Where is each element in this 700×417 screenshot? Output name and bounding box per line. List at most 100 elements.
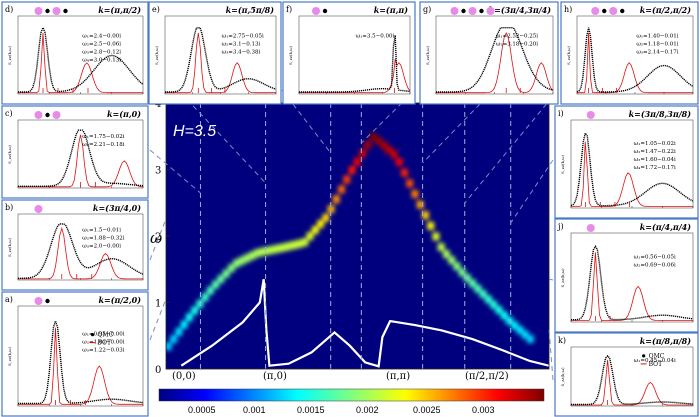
legend-qmc: QMC [649, 353, 665, 360]
panel-tag: g) [423, 5, 431, 14]
ridge-cell [338, 185, 346, 194]
ridge-cell [442, 250, 450, 259]
ridge-cell [238, 256, 246, 265]
ridge-cell [353, 157, 361, 166]
ridge-cell [400, 168, 408, 177]
pole-value: ω₃=1.60−0.04i [634, 157, 676, 163]
marker-dot [450, 7, 459, 15]
marker-dot [486, 7, 495, 15]
pole-value: ω₄=1.72−0.17i [634, 165, 676, 171]
panel-a: a) k=(π/2,0) S_zz(k,ω) ω₁=0.95−0.00i ω₂=1.01… [1, 291, 149, 417]
panel-tag: k) [558, 336, 566, 345]
ridge-cell [322, 213, 330, 222]
panel-ylabel: S_zz(k,ω) [425, 46, 430, 65]
marker-dot [34, 297, 43, 305]
ridge-cell [233, 259, 241, 268]
pole-value: ω₂=2.5−0.06i [82, 42, 121, 48]
ridge-cell [269, 245, 277, 254]
xtick-1: (π,0) [263, 371, 287, 382]
ridge-cell [332, 195, 340, 204]
panel-tag: h) [564, 5, 572, 14]
pole-value: ω₂=3.1−0.13i [222, 42, 261, 48]
ridge-cell [364, 141, 372, 150]
ridge-cell [458, 268, 466, 277]
ytick-label: 1 [155, 299, 161, 310]
cb-tick-2: 0.0015 [297, 405, 325, 415]
ytick-label: 2 [155, 232, 161, 243]
panel-frame [560, 1, 699, 105]
marker-dot [586, 224, 595, 232]
marker-dot [479, 8, 484, 14]
connector-line [149, 298, 167, 341]
legend-qmc-marker [90, 333, 95, 337]
ridge-cell [437, 243, 445, 252]
qmc-curve [571, 245, 694, 321]
qmc-curve [18, 129, 144, 187]
bot-curve [571, 252, 693, 321]
panel-k-label: k=(π,π/2) [98, 5, 141, 15]
panel-k-label: k=(π/2,0) [98, 295, 141, 305]
ridge-cell [212, 280, 220, 289]
marker-dot [461, 8, 466, 14]
panel-g: g) k=(3π/4,3π/4) S_zz(k,ω) ω₁=2.52−0.25i ω₂=… [419, 1, 559, 105]
ridge-cell [243, 254, 251, 263]
connector-line [464, 89, 559, 204]
ridge-cell [227, 264, 235, 273]
panel-tag: i) [558, 109, 564, 118]
ridge-cell [185, 313, 193, 322]
marker-dot [609, 7, 618, 15]
panel-k-label: k=(π,π) [374, 5, 409, 15]
qmc-curve [571, 354, 694, 406]
ridge-cell [201, 293, 209, 302]
ridge-cell [180, 320, 188, 329]
ridge-cell [421, 211, 429, 220]
marker-dot [45, 112, 50, 118]
connector-line [510, 159, 554, 224]
pole-value: ω₁=0.95−0.00i [82, 331, 124, 337]
heatmap-background [166, 103, 549, 369]
panel-ylabel: S_zz(k,ω) [7, 145, 12, 164]
ridge-cell [406, 179, 414, 188]
pole-value: ω₄=3.0−0.13i [82, 58, 121, 64]
ridge-cell [453, 262, 461, 271]
pole-value: ω₂=1.47−0.22i [634, 149, 676, 155]
panel-k-label: k=(3π/4,0) [93, 203, 141, 213]
bot-curve [577, 32, 693, 94]
ytick-label: 0 [155, 365, 161, 376]
ridge-cell [432, 232, 440, 241]
pole-value: ω₂=1.01−0.00i [82, 339, 124, 345]
pole-value: ω₂=3.18−0.20i [496, 42, 538, 48]
connector-line [149, 218, 167, 261]
panel-tag: a) [5, 295, 13, 304]
panel-tag: j) [557, 222, 564, 231]
ridge-cell [390, 150, 398, 159]
panel-k-label: k=(π/4,π/4) [640, 222, 692, 232]
panel-frame [1, 105, 149, 199]
pole-value: ω₁=2.52−0.25i [496, 34, 538, 40]
cb-tick-3: 0.002 [356, 405, 379, 415]
marker-dot [620, 8, 625, 14]
panel-tag: d) [5, 5, 13, 14]
legend-qmc-marker [642, 354, 646, 358]
panel-tag: b) [5, 203, 13, 212]
pole-value: ω₃=1.22−0.03i [82, 347, 124, 353]
panel-i: i) k=(3π/8,3π/8) S_zz(k,ω) ω₁=1.05−0.02i ω₂=… [554, 105, 699, 219]
pole-value: ω₃=3.4−0.38i [222, 50, 261, 56]
panel-k: k) k=(π/8,π/8) S_zz(k,ω) ω₁=0.45−0.04iQMCBO… [554, 332, 699, 417]
bot-curve [165, 32, 276, 94]
panel-frame [1, 1, 149, 105]
panel-f: f) k=(π,π) S_zz(k,ω) ω₁=3.5−0.00i [282, 1, 416, 105]
panel-ylabel: S_zz(k,ω) [7, 238, 12, 257]
qmc-curve [18, 223, 144, 279]
ridge-cell [280, 243, 288, 252]
ridge-cell [484, 295, 492, 304]
bot-curve [571, 359, 693, 406]
panel-k-label: k=(3π/8,3π/8) [629, 109, 692, 119]
panel-k-label: k=(π/8,π/8) [640, 336, 692, 346]
bot-curve [18, 327, 143, 405]
panel-ylabel: S_zz(k,ω) [566, 46, 571, 65]
qmc-curve [576, 27, 694, 93]
marker-dot [322, 8, 328, 14]
marker-dot [63, 8, 68, 14]
ridge-cell [385, 145, 393, 154]
